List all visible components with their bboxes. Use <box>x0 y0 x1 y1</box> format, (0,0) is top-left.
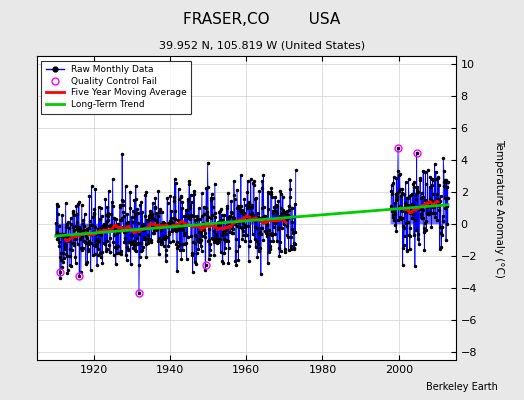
Text: FRASER,CO        USA: FRASER,CO USA <box>183 12 341 27</box>
Y-axis label: Temperature Anomaly (°C): Temperature Anomaly (°C) <box>494 138 504 278</box>
Text: 39.952 N, 105.819 W (United States): 39.952 N, 105.819 W (United States) <box>159 40 365 50</box>
Text: Berkeley Earth: Berkeley Earth <box>426 382 498 392</box>
Legend: Raw Monthly Data, Quality Control Fail, Five Year Moving Average, Long-Term Tren: Raw Monthly Data, Quality Control Fail, … <box>41 60 191 114</box>
